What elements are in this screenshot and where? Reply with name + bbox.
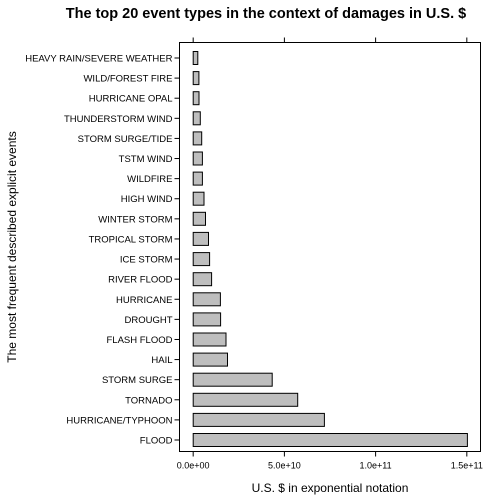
- category-label: TORNADO: [125, 395, 172, 406]
- bar: [192, 252, 211, 267]
- x-tick-label: 5.0e+10: [268, 461, 301, 471]
- bar: [192, 231, 209, 246]
- category-label: RIVER FLOOD: [108, 275, 173, 286]
- category-label: HURRICANE: [116, 295, 172, 306]
- y-axis-label: The most frequent described explicit eve…: [5, 131, 19, 362]
- category-labels: FLOOD HURRICANE/TYPHOON TORNADO STORM SURGE…: [25, 54, 180, 447]
- category-label: STORM SURGE: [102, 375, 173, 386]
- bar: [192, 312, 222, 327]
- bar: [192, 131, 203, 146]
- bar: [192, 292, 221, 307]
- bar: [192, 51, 199, 65]
- category-label: TROPICAL STORM: [89, 234, 173, 245]
- x-tick-label: 0.0e+00: [177, 461, 210, 471]
- plot-frame: [179, 42, 481, 452]
- category-label: ICE STORM: [120, 255, 173, 266]
- x-tick-label: 1.5e+11: [451, 461, 483, 471]
- category-label: WILDFIRE: [127, 174, 172, 185]
- bar: [192, 392, 299, 407]
- bar: [192, 352, 228, 367]
- bar: [192, 191, 205, 206]
- x-tick-label: 1.0e+11: [360, 461, 392, 471]
- category-label: HAIL: [151, 355, 172, 366]
- bar: [192, 412, 325, 427]
- bar: [192, 272, 213, 287]
- bar: [192, 372, 273, 387]
- category-label: HIGH WIND: [121, 194, 173, 205]
- bar: [192, 211, 206, 226]
- top-axis-ticks: [192, 37, 468, 43]
- category-label: DROUGHT: [124, 315, 172, 326]
- category-label: HEAVY RAIN/SEVERE WEATHER: [25, 54, 172, 65]
- x-axis-label: U.S. $ in exponential notation: [252, 481, 409, 495]
- category-label: FLASH FLOOD: [107, 335, 173, 346]
- bar: [192, 171, 203, 186]
- bar: [192, 151, 203, 166]
- category-label: TSTM WIND: [119, 154, 173, 165]
- category-label: HURRICANE OPAL: [89, 94, 173, 105]
- bar: [192, 111, 201, 126]
- category-label: FLOOD: [140, 436, 173, 447]
- category-label: WINTER STORM: [98, 214, 172, 225]
- bar: [192, 71, 200, 86]
- bar: [192, 91, 200, 106]
- bars: [192, 51, 468, 447]
- bar: [192, 332, 227, 347]
- category-label: THUNDERSTORM WIND: [64, 114, 173, 125]
- category-label: WILD/FOREST FIRE: [83, 74, 172, 85]
- bar: [192, 433, 468, 447]
- category-label: HURRICANE/TYPHOON: [66, 415, 172, 426]
- category-label: STORM SURGE/TIDE: [78, 134, 173, 145]
- chart-title: The top 20 event types in the context of…: [66, 6, 466, 22]
- bottom-axis-ticks: 0.0e+00 5.0e+10 1.0e+11 1.5e+11: [177, 451, 483, 471]
